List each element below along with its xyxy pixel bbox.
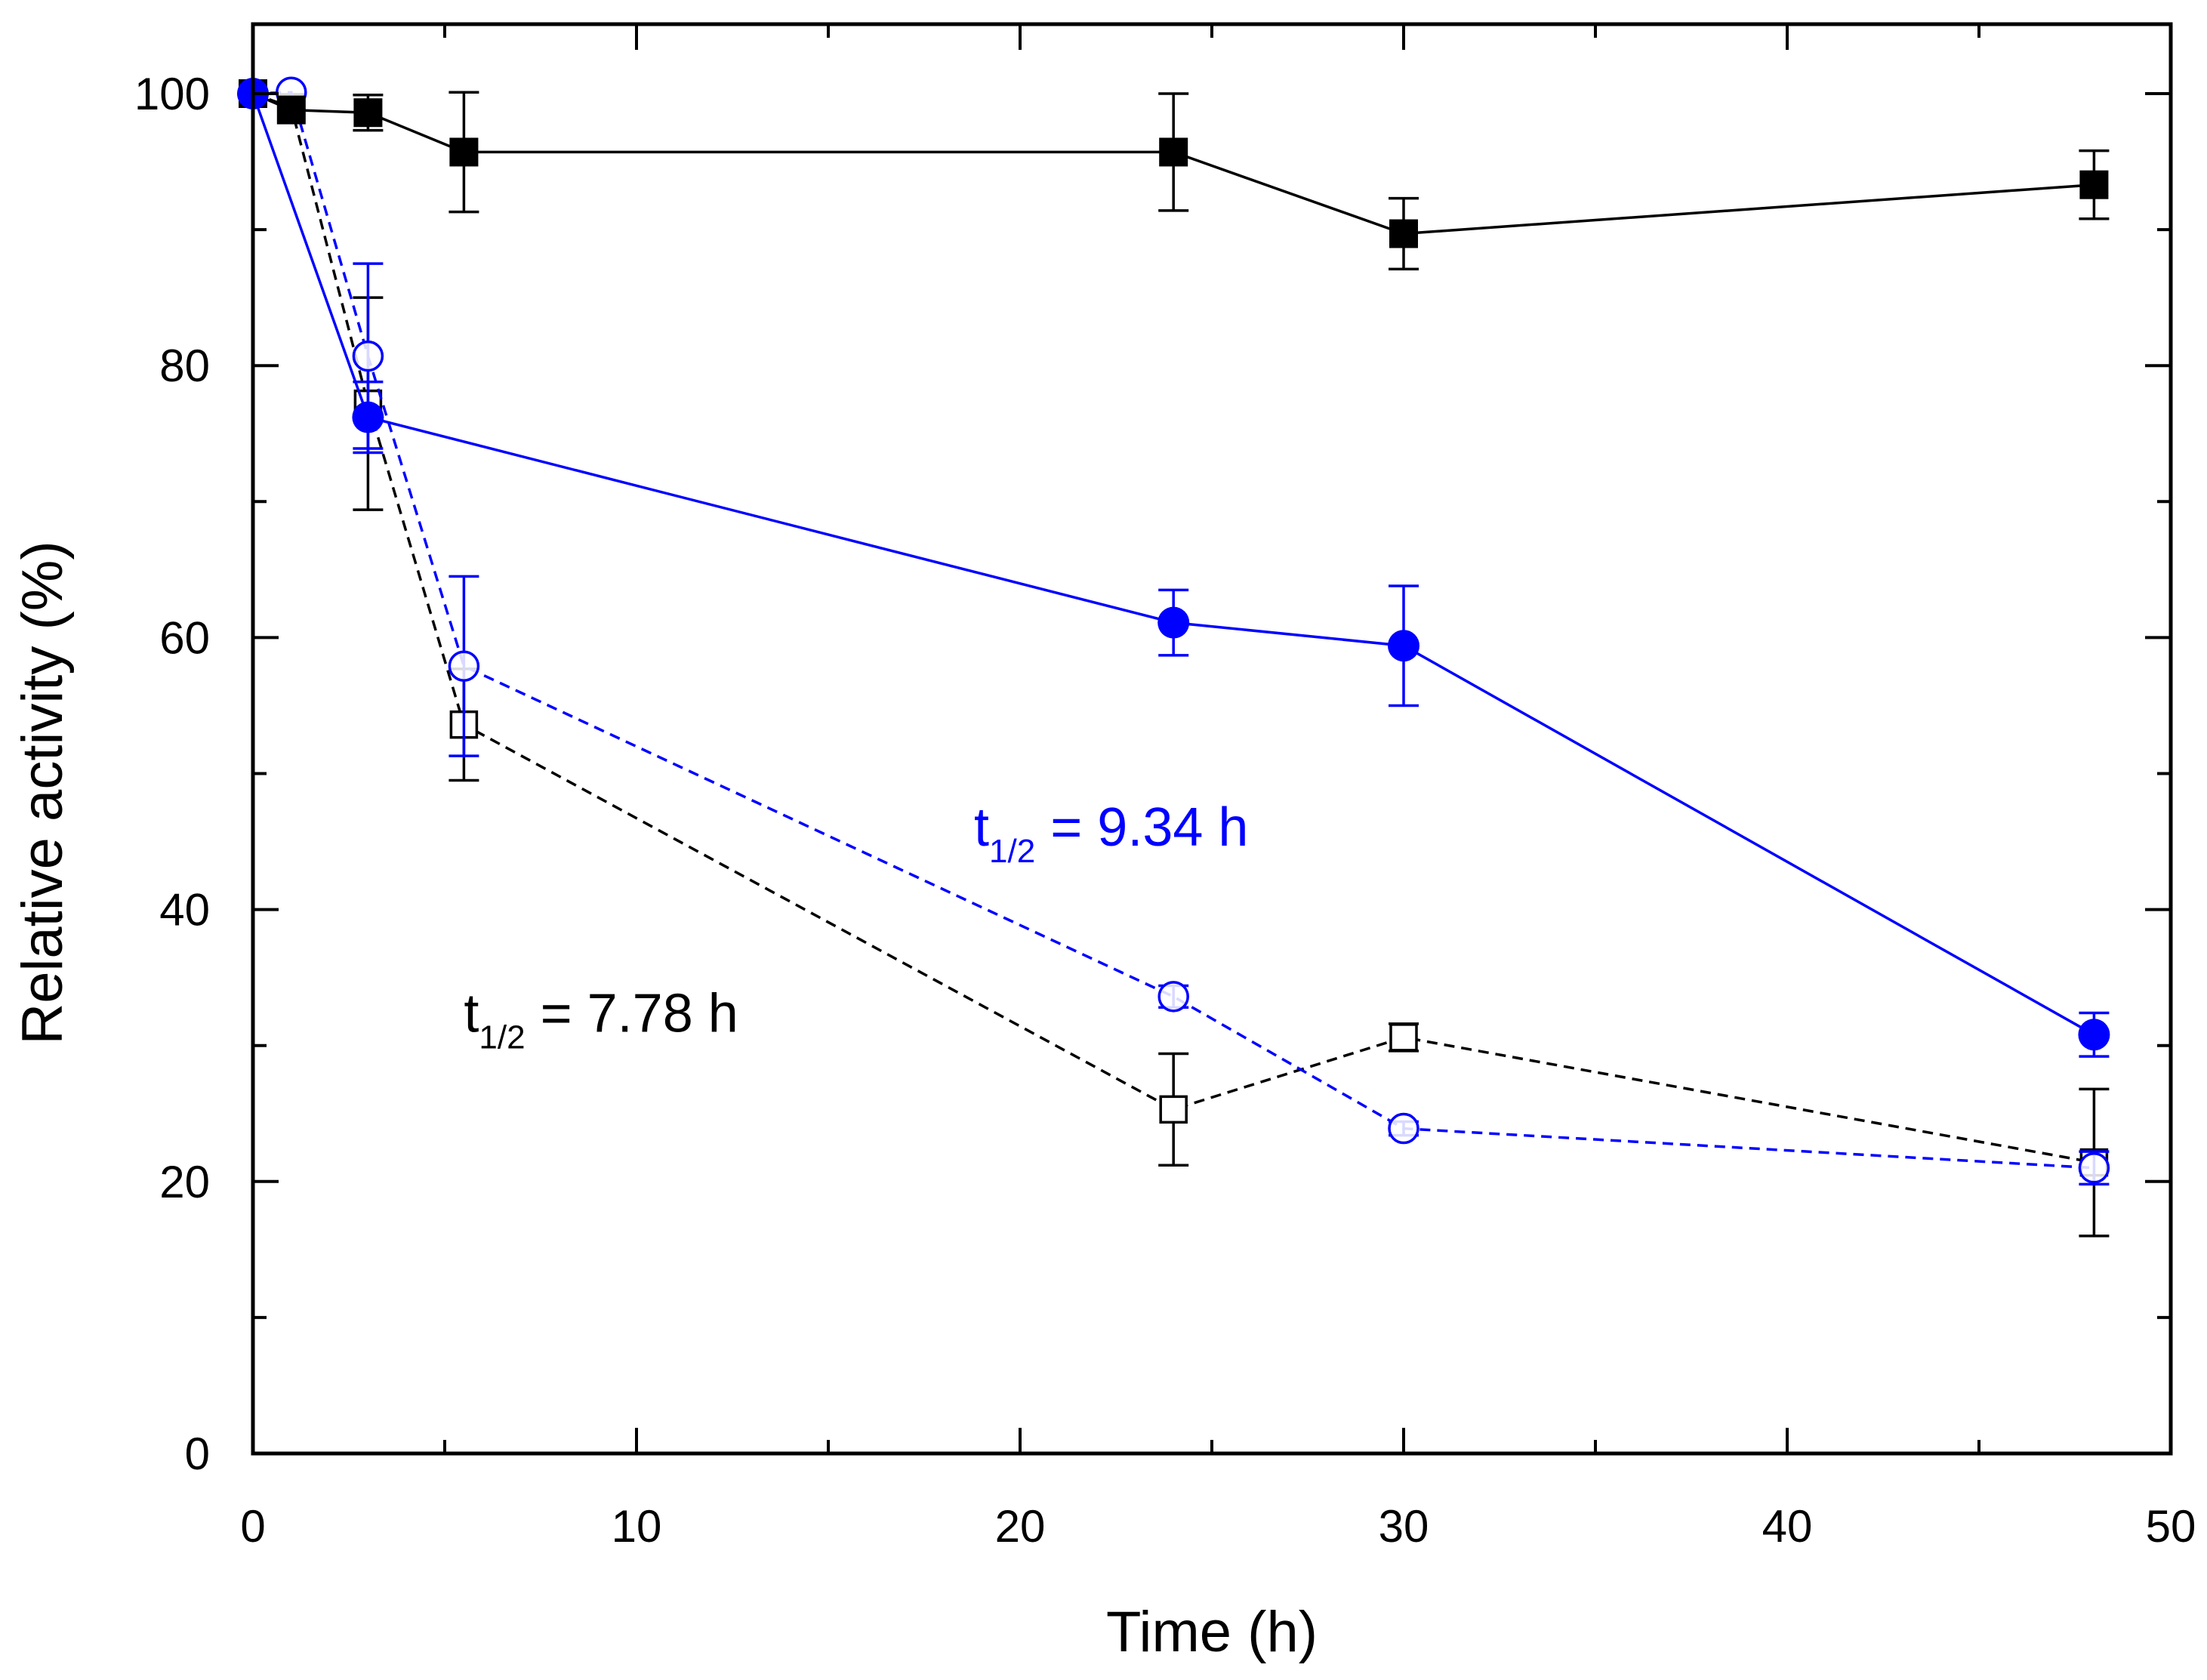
data-point (2079, 170, 2109, 199)
data-point (1159, 137, 1188, 167)
data-point (1157, 981, 1189, 1013)
x-axis-title: Time (h) (1106, 1600, 1318, 1664)
data-point (1389, 219, 1418, 248)
data-point (352, 401, 384, 433)
y-tick-label: 80 (159, 341, 210, 391)
tick-labels: 0 10 20 30 40 50 0 20 40 60 80 100 (134, 69, 2196, 1552)
x-tick-label: 50 (2146, 1501, 2196, 1552)
y-tick-label: 0 (185, 1429, 210, 1479)
x-tick-label: 30 (1379, 1501, 1429, 1552)
annotations: t1/2 = 9.34 h t1/2 = 7.78 h (464, 797, 1248, 1056)
data-point (1159, 1095, 1188, 1124)
x-tick-label: 40 (1762, 1501, 1813, 1552)
y-tick-label: 100 (134, 69, 210, 119)
x-tick-label: 0 (240, 1501, 265, 1552)
data-point (2078, 1152, 2110, 1184)
y-tick-label: 40 (159, 885, 210, 936)
half-life-annotation-1: t1/2 = 7.78 h (464, 984, 738, 1056)
data-point (352, 340, 384, 372)
x-tick-label: 20 (995, 1501, 1046, 1552)
data-point (1388, 1112, 1419, 1145)
data-point (353, 98, 383, 128)
data-point (1388, 630, 1419, 662)
data-point (2078, 1019, 2110, 1051)
data-point (1157, 606, 1190, 639)
y-axis-title: Relative activity (%) (11, 541, 75, 1044)
data-point (276, 95, 306, 125)
y-tick-label: 60 (159, 612, 210, 663)
half-life-annotation-0: t1/2 = 9.34 h (974, 797, 1248, 870)
data-point (448, 650, 480, 682)
y-tick-label: 20 (159, 1157, 210, 1207)
data-point (1389, 1023, 1418, 1052)
data-point (449, 137, 479, 167)
series-1 (237, 78, 2110, 1058)
axis-ticks (251, 24, 2172, 1455)
x-tick-label: 10 (612, 1501, 662, 1552)
